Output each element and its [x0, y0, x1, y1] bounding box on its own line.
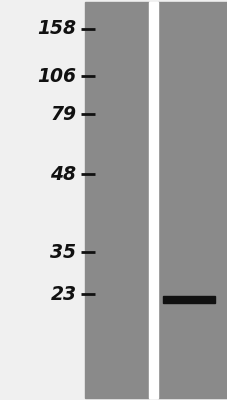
Text: 35: 35 — [50, 242, 76, 262]
Text: 23: 23 — [50, 284, 76, 304]
Bar — [162, 296, 215, 303]
Text: 79: 79 — [50, 104, 76, 124]
Text: 106: 106 — [37, 66, 76, 86]
Bar — [149, 2, 158, 398]
Text: 158: 158 — [37, 19, 76, 38]
Bar — [158, 2, 227, 398]
Bar — [85, 2, 149, 398]
Text: 48: 48 — [50, 164, 76, 184]
